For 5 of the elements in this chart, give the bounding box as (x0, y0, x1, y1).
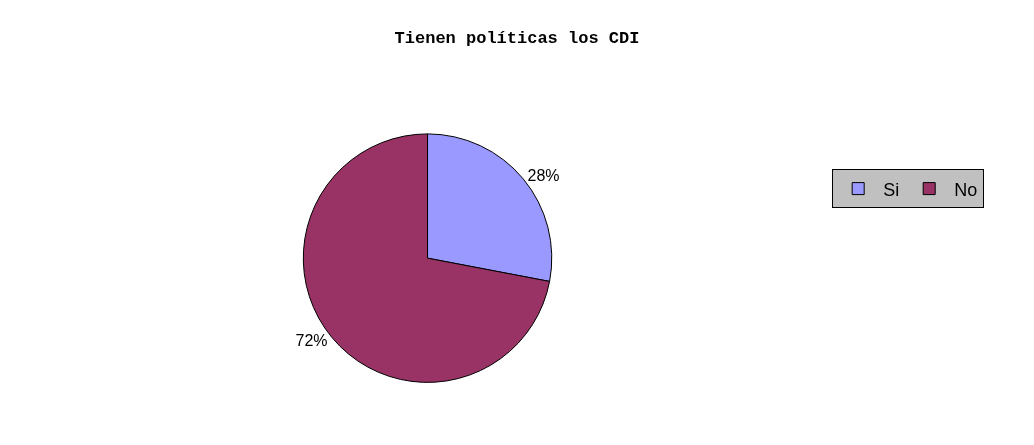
legend-label: Si (883, 179, 900, 200)
data-label: 72% (295, 332, 328, 350)
legend-label: No (954, 179, 978, 200)
chart-title: Tienen políticas los CDI (394, 29, 640, 49)
data-label: 28% (527, 167, 560, 184)
